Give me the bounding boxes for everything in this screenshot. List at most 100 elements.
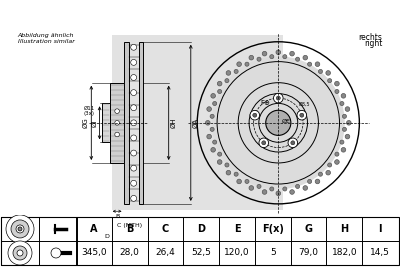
Circle shape (290, 190, 294, 194)
Circle shape (342, 127, 346, 131)
Text: rechts: rechts (358, 33, 382, 42)
Circle shape (226, 170, 231, 175)
Circle shape (115, 109, 119, 113)
Circle shape (318, 69, 322, 73)
Circle shape (274, 93, 283, 103)
Circle shape (17, 250, 23, 256)
Circle shape (131, 74, 137, 80)
Text: ØH: ØH (170, 117, 176, 128)
Text: 24.0128-0209.2: 24.0128-0209.2 (80, 8, 216, 23)
Circle shape (288, 138, 298, 148)
Circle shape (210, 114, 214, 118)
Circle shape (335, 81, 339, 86)
Circle shape (262, 141, 266, 145)
Circle shape (206, 120, 210, 125)
Circle shape (234, 69, 238, 73)
Circle shape (217, 160, 222, 164)
Circle shape (326, 170, 330, 175)
Circle shape (131, 105, 137, 111)
Circle shape (253, 113, 257, 117)
Circle shape (249, 55, 254, 60)
Circle shape (270, 55, 274, 59)
Bar (110, 83, 124, 163)
Text: 428209: 428209 (272, 8, 336, 23)
Circle shape (131, 90, 137, 96)
Text: 120,0: 120,0 (224, 249, 250, 257)
Circle shape (345, 107, 350, 111)
Circle shape (257, 184, 261, 189)
Circle shape (131, 135, 137, 141)
Circle shape (296, 184, 300, 189)
Circle shape (308, 179, 312, 183)
Text: D: D (197, 224, 205, 234)
Text: H: H (340, 224, 348, 234)
Text: B: B (126, 224, 133, 234)
Circle shape (250, 110, 260, 120)
Circle shape (315, 62, 320, 66)
Circle shape (207, 134, 212, 139)
Circle shape (290, 51, 294, 56)
Text: E: E (234, 224, 240, 234)
Text: 5: 5 (270, 249, 276, 257)
Text: 52,5: 52,5 (191, 249, 211, 257)
Text: 345,0: 345,0 (81, 249, 107, 257)
Circle shape (308, 62, 312, 66)
Text: ØA: ØA (192, 118, 198, 128)
Circle shape (16, 225, 24, 233)
Circle shape (237, 179, 242, 184)
Circle shape (257, 57, 261, 61)
Text: G: G (304, 224, 312, 234)
Circle shape (346, 120, 351, 125)
Circle shape (328, 163, 332, 167)
Circle shape (51, 248, 61, 258)
Text: right: right (364, 39, 382, 48)
Text: 26,4: 26,4 (156, 249, 175, 257)
Circle shape (341, 147, 346, 152)
Circle shape (262, 51, 267, 56)
Text: Ø11: Ø11 (84, 105, 95, 111)
Circle shape (259, 138, 268, 148)
Circle shape (115, 132, 119, 137)
Circle shape (341, 93, 346, 98)
Circle shape (213, 101, 217, 105)
Text: ØG: ØG (83, 117, 89, 128)
Circle shape (131, 60, 137, 65)
Circle shape (291, 141, 295, 145)
Circle shape (328, 78, 332, 83)
Circle shape (131, 195, 137, 201)
Bar (102, 103, 110, 142)
Circle shape (276, 96, 280, 100)
Text: F⊕: F⊕ (260, 100, 270, 105)
Text: ØI: ØI (91, 119, 97, 127)
Circle shape (207, 107, 212, 111)
Circle shape (283, 55, 287, 59)
Circle shape (266, 110, 291, 135)
Text: D: D (104, 234, 109, 239)
Text: (3x): (3x) (84, 111, 95, 116)
Circle shape (340, 101, 344, 105)
Circle shape (237, 62, 242, 66)
Text: ØE: ØE (282, 119, 291, 123)
Circle shape (245, 179, 249, 183)
Circle shape (249, 186, 254, 190)
Circle shape (303, 55, 308, 60)
Circle shape (131, 44, 137, 50)
Bar (139, 42, 143, 204)
Circle shape (218, 152, 222, 156)
Circle shape (345, 134, 350, 139)
Bar (112, 35, 283, 210)
Circle shape (13, 246, 27, 260)
Text: I: I (378, 224, 382, 234)
Circle shape (303, 186, 308, 190)
Circle shape (335, 160, 339, 164)
Circle shape (342, 114, 346, 118)
Circle shape (318, 172, 322, 176)
Text: C (MTH): C (MTH) (117, 223, 142, 229)
Circle shape (131, 120, 137, 126)
Text: B: B (115, 214, 119, 219)
Text: 182,0: 182,0 (332, 249, 357, 257)
Bar (124, 42, 129, 204)
Circle shape (217, 81, 222, 86)
Circle shape (300, 113, 304, 117)
Circle shape (326, 71, 330, 75)
